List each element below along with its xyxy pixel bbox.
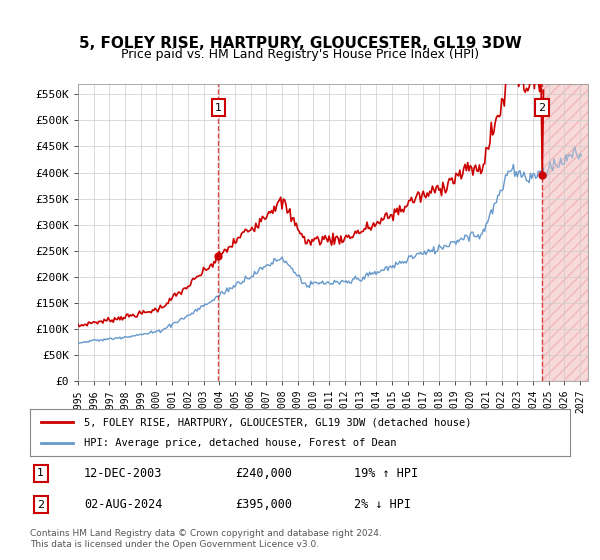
Text: Price paid vs. HM Land Registry's House Price Index (HPI): Price paid vs. HM Land Registry's House … (121, 48, 479, 60)
Text: 12-DEC-2003: 12-DEC-2003 (84, 466, 163, 480)
Text: 5, FOLEY RISE, HARTPURY, GLOUCESTER, GL19 3DW (detached house): 5, FOLEY RISE, HARTPURY, GLOUCESTER, GL1… (84, 417, 472, 427)
Text: 5, FOLEY RISE, HARTPURY, GLOUCESTER, GL19 3DW: 5, FOLEY RISE, HARTPURY, GLOUCESTER, GL1… (79, 36, 521, 52)
Text: 1: 1 (215, 102, 222, 113)
Text: 19% ↑ HPI: 19% ↑ HPI (354, 466, 418, 480)
Text: 2: 2 (539, 102, 546, 113)
Text: HPI: Average price, detached house, Forest of Dean: HPI: Average price, detached house, Fore… (84, 438, 397, 448)
Text: £240,000: £240,000 (235, 466, 292, 480)
Text: Contains HM Land Registry data © Crown copyright and database right 2024.
This d: Contains HM Land Registry data © Crown c… (30, 529, 382, 549)
Text: £395,000: £395,000 (235, 498, 292, 511)
Bar (542, 84, 588, 381)
Text: 2% ↓ HPI: 2% ↓ HPI (354, 498, 411, 511)
Text: 2: 2 (37, 500, 44, 510)
Text: 02-AUG-2024: 02-AUG-2024 (84, 498, 163, 511)
Text: 1: 1 (37, 468, 44, 478)
